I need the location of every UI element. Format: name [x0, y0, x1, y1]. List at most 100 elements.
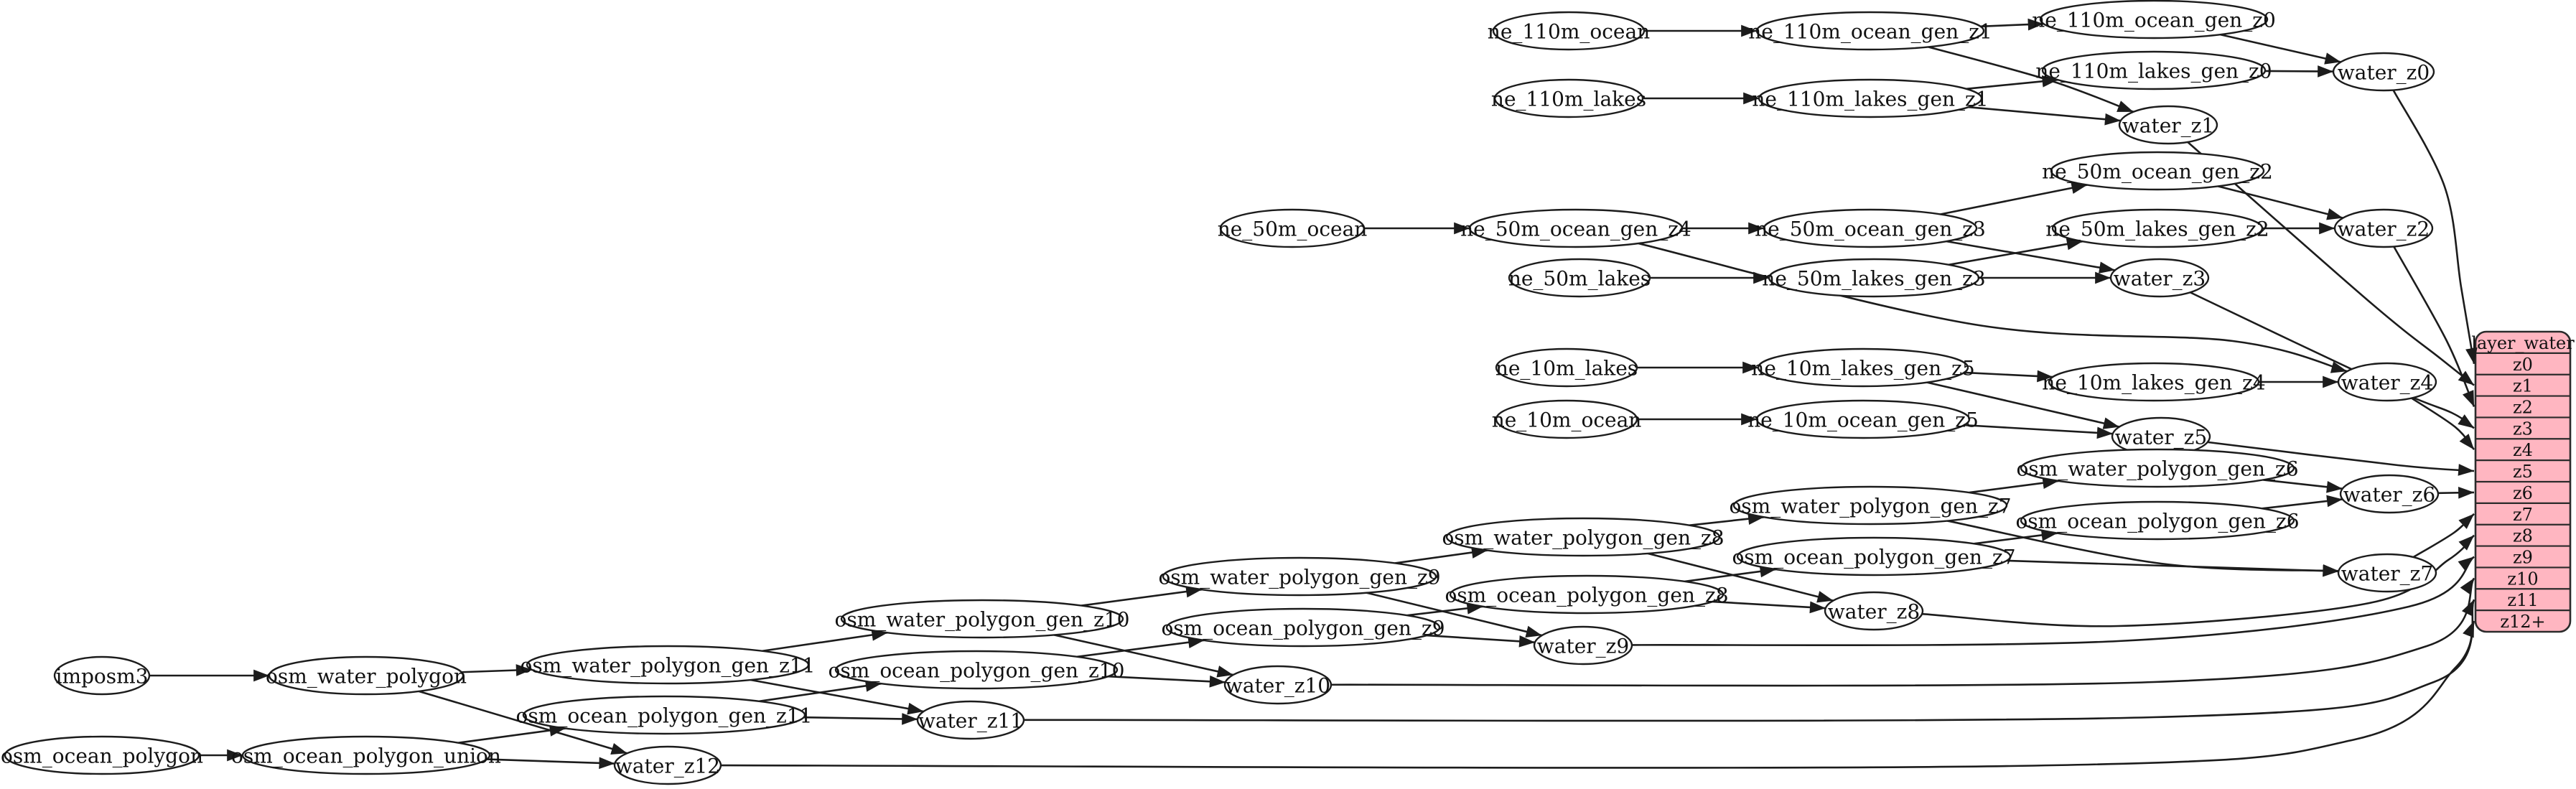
edge-osm_ocean_polygon_union-to-water_z12	[486, 757, 615, 770]
edge-ne_110m_lakes_gen_z0-to-water_z0	[2264, 65, 2334, 78]
node-water_z3: water_z3	[2109, 258, 2210, 298]
node-label-ne_50m_ocean_gen_z2: ne_50m_ocean_gen_z2	[2042, 160, 2273, 184]
edge-water_z4-to-table-z4	[2411, 397, 2475, 451]
node-shape-ne_110m_ocean_gen_z0	[2039, 0, 2269, 39]
edge-ne_50m_lakes_gen_z3-to-ne_50m_lakes_gen_z2	[1949, 238, 2083, 266]
node-label-ne_10m_lakes_gen_z4: ne_10m_lakes_gen_z4	[2042, 371, 2265, 395]
edge-water_z0-to-table-z0	[2392, 89, 2478, 365]
node-osm_ocean_polygon_gen_z6: osm_ocean_polygon_gen_z6	[2015, 500, 2300, 541]
node-water_z11: water_z11	[916, 700, 1025, 740]
edge-water_z5-to-table-z5	[2207, 441, 2475, 476]
edge-water_z7-to-table-z7	[2412, 513, 2475, 559]
edge-ne_110m_lakes_gen_z1-to-water_z1	[1968, 106, 2121, 126]
node-label-osm_water_polygon_gen_z7: osm_water_polygon_gen_z7	[1729, 495, 2011, 518]
node-shape-ne_110m_ocean_gen_z1	[1755, 11, 1985, 51]
node-label-water_z0: water_z0	[2338, 61, 2430, 85]
edge-osm_ocean_polygon_gen_z9-to-water_z9	[1426, 634, 1536, 648]
edge-osm_water_polygon_gen_z11-to-osm_water_polygon_gen_z10	[762, 629, 888, 653]
node-osm_ocean_polygon_gen_z11: osm_ocean_polygon_gen_z11	[516, 695, 813, 735]
node-label-osm_ocean_polygon_gen_z11: osm_ocean_polygon_gen_z11	[516, 704, 813, 728]
node-shape-water_z6	[2339, 474, 2440, 514]
node-ne_10m_lakes_gen_z5: ne_10m_lakes_gen_z5	[1751, 347, 1975, 388]
node-osm_ocean_polygon_union: osm_ocean_polygon_union	[231, 735, 501, 775]
edge-osm_ocean_polygon_gen_z8-to-water_z8	[1712, 600, 1826, 614]
node-osm_water_polygon_gen_z7: osm_water_polygon_gen_z7	[1729, 485, 2012, 526]
edge-osm_ocean_polygon_gen_z7-to-osm_ocean_polygon_gen_z6	[1974, 529, 2058, 545]
node-shape-water_z10	[1223, 665, 1333, 705]
node-shape-water_z0	[2332, 52, 2435, 92]
node-label-water_z5: water_z5	[2115, 426, 2207, 449]
edge-osm_water_polygon_gen_z10-to-water_z10	[1053, 634, 1233, 678]
node-shape-ne_50m_ocean_gen_z2	[2050, 151, 2265, 191]
node-shape-osm_ocean_polygon_gen_z7	[1736, 536, 2012, 576]
node-label-osm_water_polygon_gen_z10: osm_water_polygon_gen_z10	[835, 608, 1130, 632]
node-label-water_z8: water_z8	[1828, 600, 1920, 624]
node-ne_50m_lakes_gen_z3: ne_50m_lakes_gen_z3	[1762, 258, 1986, 298]
node-shape-osm_water_polygon_gen_z10	[840, 599, 1124, 639]
node-label-osm_ocean_polygon_gen_z9: osm_ocean_polygon_gen_z9	[1161, 617, 1445, 640]
node-shape-ne_50m_ocean	[1219, 208, 1366, 248]
node-label-osm_ocean_polygon_gen_z7: osm_ocean_polygon_gen_z7	[1732, 546, 2015, 569]
node-shape-ne_50m_lakes	[1508, 258, 1651, 298]
node-shape-ne_110m_lakes_gen_z0	[2041, 50, 2267, 90]
node-shape-ne_110m_lakes	[1493, 78, 1644, 118]
node-shape-osm_water_polygon_gen_z8	[1445, 517, 1721, 557]
node-shape-osm_ocean_polygon_union	[241, 735, 491, 775]
node-shape-osm_water_polygon_gen_z11	[526, 645, 810, 685]
node-shape-ne_50m_ocean_gen_z3	[1763, 208, 1978, 248]
node-water_z12: water_z12	[613, 745, 722, 785]
node-water_z0: water_z0	[2332, 52, 2435, 92]
table-row-z3: z3	[2513, 419, 2533, 439]
node-osm_ocean_polygon: osm_ocean_polygon	[1, 735, 203, 775]
node-shape-water_z11	[916, 700, 1025, 740]
node-osm_water_polygon_gen_z8: osm_water_polygon_gen_z8	[1442, 517, 1725, 557]
node-shape-ne_50m_lakes_gen_z2	[2051, 208, 2264, 248]
edge-water_z1-to-table-z1	[2187, 141, 2475, 386]
node-osm_ocean_polygon_gen_z7: osm_ocean_polygon_gen_z7	[1732, 536, 2016, 576]
edge-osm_water_polygon_gen_z9-to-osm_water_polygon_gen_z8	[1395, 546, 1488, 564]
edge-ne_50m_ocean_gen_z4-to-water_z4	[1638, 242, 2348, 373]
node-shape-osm_ocean_polygon_gen_z8	[1449, 574, 1725, 615]
node-label-water_z4: water_z4	[2341, 371, 2433, 395]
node-label-ne_10m_ocean: ne_10m_ocean	[1492, 408, 1642, 432]
edge-osm_water_polygon_gen_z9-to-water_z9	[1366, 592, 1542, 638]
node-water_z4: water_z4	[2337, 362, 2437, 402]
edge-osm_ocean_polygon_gen_z10-to-water_z10	[1108, 675, 1226, 688]
node-label-ne_50m_lakes_gen_z2: ne_50m_lakes_gen_z2	[2045, 218, 2269, 241]
node-label-osm_water_polygon_gen_z9: osm_water_polygon_gen_z9	[1158, 566, 1440, 589]
node-shape-osm_ocean_polygon_gen_z11	[522, 695, 806, 735]
table-row-z12+: z12+	[2500, 612, 2545, 632]
node-label-ne_10m_lakes: ne_10m_lakes	[1495, 357, 1638, 381]
node-ne_50m_ocean_gen_z4: ne_50m_ocean_gen_z4	[1460, 208, 1691, 248]
edge-osm_ocean_polygon_gen_z11-to-osm_ocean_polygon_gen_z10	[759, 680, 882, 703]
table-title: layer_water	[2471, 333, 2575, 353]
edge-osm_water_polygon_gen_z8-to-water_z8	[1647, 552, 1834, 603]
edge-ne_110m_ocean_gen_z0-to-water_z0	[2220, 33, 2341, 65]
node-label-ne_110m_ocean_gen_z0: ne_110m_ocean_gen_z0	[2032, 9, 2276, 32]
node-label-ne_110m_lakes: ne_110m_lakes	[1491, 88, 1646, 111]
node-ne_110m_ocean_gen_z1: ne_110m_ocean_gen_z1	[1748, 11, 1992, 51]
edge-osm_ocean_polygon_union-to-osm_ocean_polygon_gen_z11	[458, 724, 566, 744]
node-label-ne_110m_lakes_gen_z1: ne_110m_lakes_gen_z1	[1752, 88, 1988, 111]
edge-water_z2-to-table-z2	[2393, 246, 2475, 407]
node-shape-osm_ocean_polygon_gen_z10	[834, 650, 1119, 690]
node-shape-osm_water_polygon_gen_z6	[2020, 448, 2295, 488]
edge-ne_10m_lakes_gen_z5-to-water_z5	[1926, 381, 2120, 429]
node-label-osm_water_polygon_gen_z11: osm_water_polygon_gen_z11	[521, 654, 816, 678]
edge-ne_50m_ocean_gen_z3-to-water_z3	[1946, 240, 2116, 274]
node-osm_water_polygon_gen_z11: osm_water_polygon_gen_z11	[521, 645, 816, 685]
node-shape-ne_110m_lakes_gen_z1	[1758, 78, 1983, 118]
node-ne_50m_ocean_gen_z2: ne_50m_ocean_gen_z2	[2042, 151, 2273, 191]
node-label-osm_water_polygon_gen_z6: osm_water_polygon_gen_z6	[2016, 457, 2298, 481]
edge-water_z8-to-table-z8	[1922, 534, 2475, 627]
node-shape-water_z8	[1824, 591, 1924, 631]
edge-osm_ocean_polygon_gen_z9-to-osm_ocean_polygon_gen_z8	[1406, 602, 1483, 617]
edge-osm_ocean_polygon_gen_z6-to-water_z6	[2262, 495, 2343, 510]
node-water_z5: water_z5	[2111, 416, 2211, 457]
edges	[149, 18, 2478, 770]
edge-ne_110m_ocean_gen_z1-to-ne_110m_ocean_gen_z0	[1980, 18, 2044, 31]
node-label-water_z6: water_z6	[2343, 483, 2435, 507]
edge-osm_water_polygon-to-water_z12	[418, 690, 627, 755]
node-shape-water_z9	[1533, 625, 1633, 666]
